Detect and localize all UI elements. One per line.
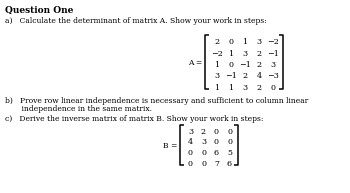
- Text: 7: 7: [214, 159, 219, 168]
- Text: 0: 0: [201, 149, 206, 157]
- Text: b)   Prove row linear independence is necessary and sufficient to column linear: b) Prove row linear independence is nece…: [5, 97, 308, 105]
- Text: 0: 0: [214, 139, 219, 146]
- Text: independence in the same matrix.: independence in the same matrix.: [5, 105, 152, 113]
- Text: 3: 3: [271, 61, 275, 69]
- Text: 0: 0: [214, 128, 219, 136]
- Text: 2: 2: [257, 84, 261, 92]
- Text: a)   Calculate the determinant of matrix A. Show your work in steps:: a) Calculate the determinant of matrix A…: [5, 17, 267, 25]
- Text: 3: 3: [201, 139, 206, 146]
- Text: 0: 0: [188, 159, 193, 168]
- Text: 3: 3: [243, 84, 247, 92]
- Text: 3: 3: [243, 49, 247, 58]
- Text: 0: 0: [201, 159, 206, 168]
- Text: 2: 2: [215, 38, 219, 46]
- Text: −1: −1: [267, 49, 279, 58]
- Text: 4: 4: [188, 139, 193, 146]
- Text: 1: 1: [229, 49, 233, 58]
- Text: 2: 2: [257, 61, 261, 69]
- Text: 6: 6: [214, 149, 219, 157]
- Text: 0: 0: [271, 84, 275, 92]
- Text: 1: 1: [229, 84, 233, 92]
- Text: 1: 1: [215, 84, 219, 92]
- Text: 0: 0: [188, 149, 193, 157]
- Text: 0: 0: [229, 38, 233, 46]
- Text: 0: 0: [227, 139, 232, 146]
- Text: −1: −1: [239, 61, 251, 69]
- Text: 2: 2: [201, 128, 206, 136]
- Text: 2: 2: [257, 49, 261, 58]
- Text: 2: 2: [243, 73, 247, 80]
- Text: 0: 0: [229, 61, 233, 69]
- Text: −1: −1: [225, 73, 237, 80]
- Text: 3: 3: [188, 128, 193, 136]
- Text: 1: 1: [215, 61, 219, 69]
- Text: 1: 1: [243, 38, 247, 46]
- Text: −2: −2: [267, 38, 279, 46]
- Text: −3: −3: [267, 73, 279, 80]
- Text: 0: 0: [227, 128, 232, 136]
- Text: −2: −2: [211, 49, 223, 58]
- Text: Question One: Question One: [5, 6, 74, 15]
- Text: A =: A =: [188, 59, 202, 67]
- Text: 3: 3: [257, 38, 261, 46]
- Text: c)   Derive the inverse matrix of matrix B. Show your work in steps:: c) Derive the inverse matrix of matrix B…: [5, 115, 264, 123]
- Text: 3: 3: [215, 73, 219, 80]
- Text: 5: 5: [227, 149, 232, 157]
- Text: 4: 4: [257, 73, 261, 80]
- Text: 6: 6: [227, 159, 232, 168]
- Text: B =: B =: [163, 142, 177, 150]
